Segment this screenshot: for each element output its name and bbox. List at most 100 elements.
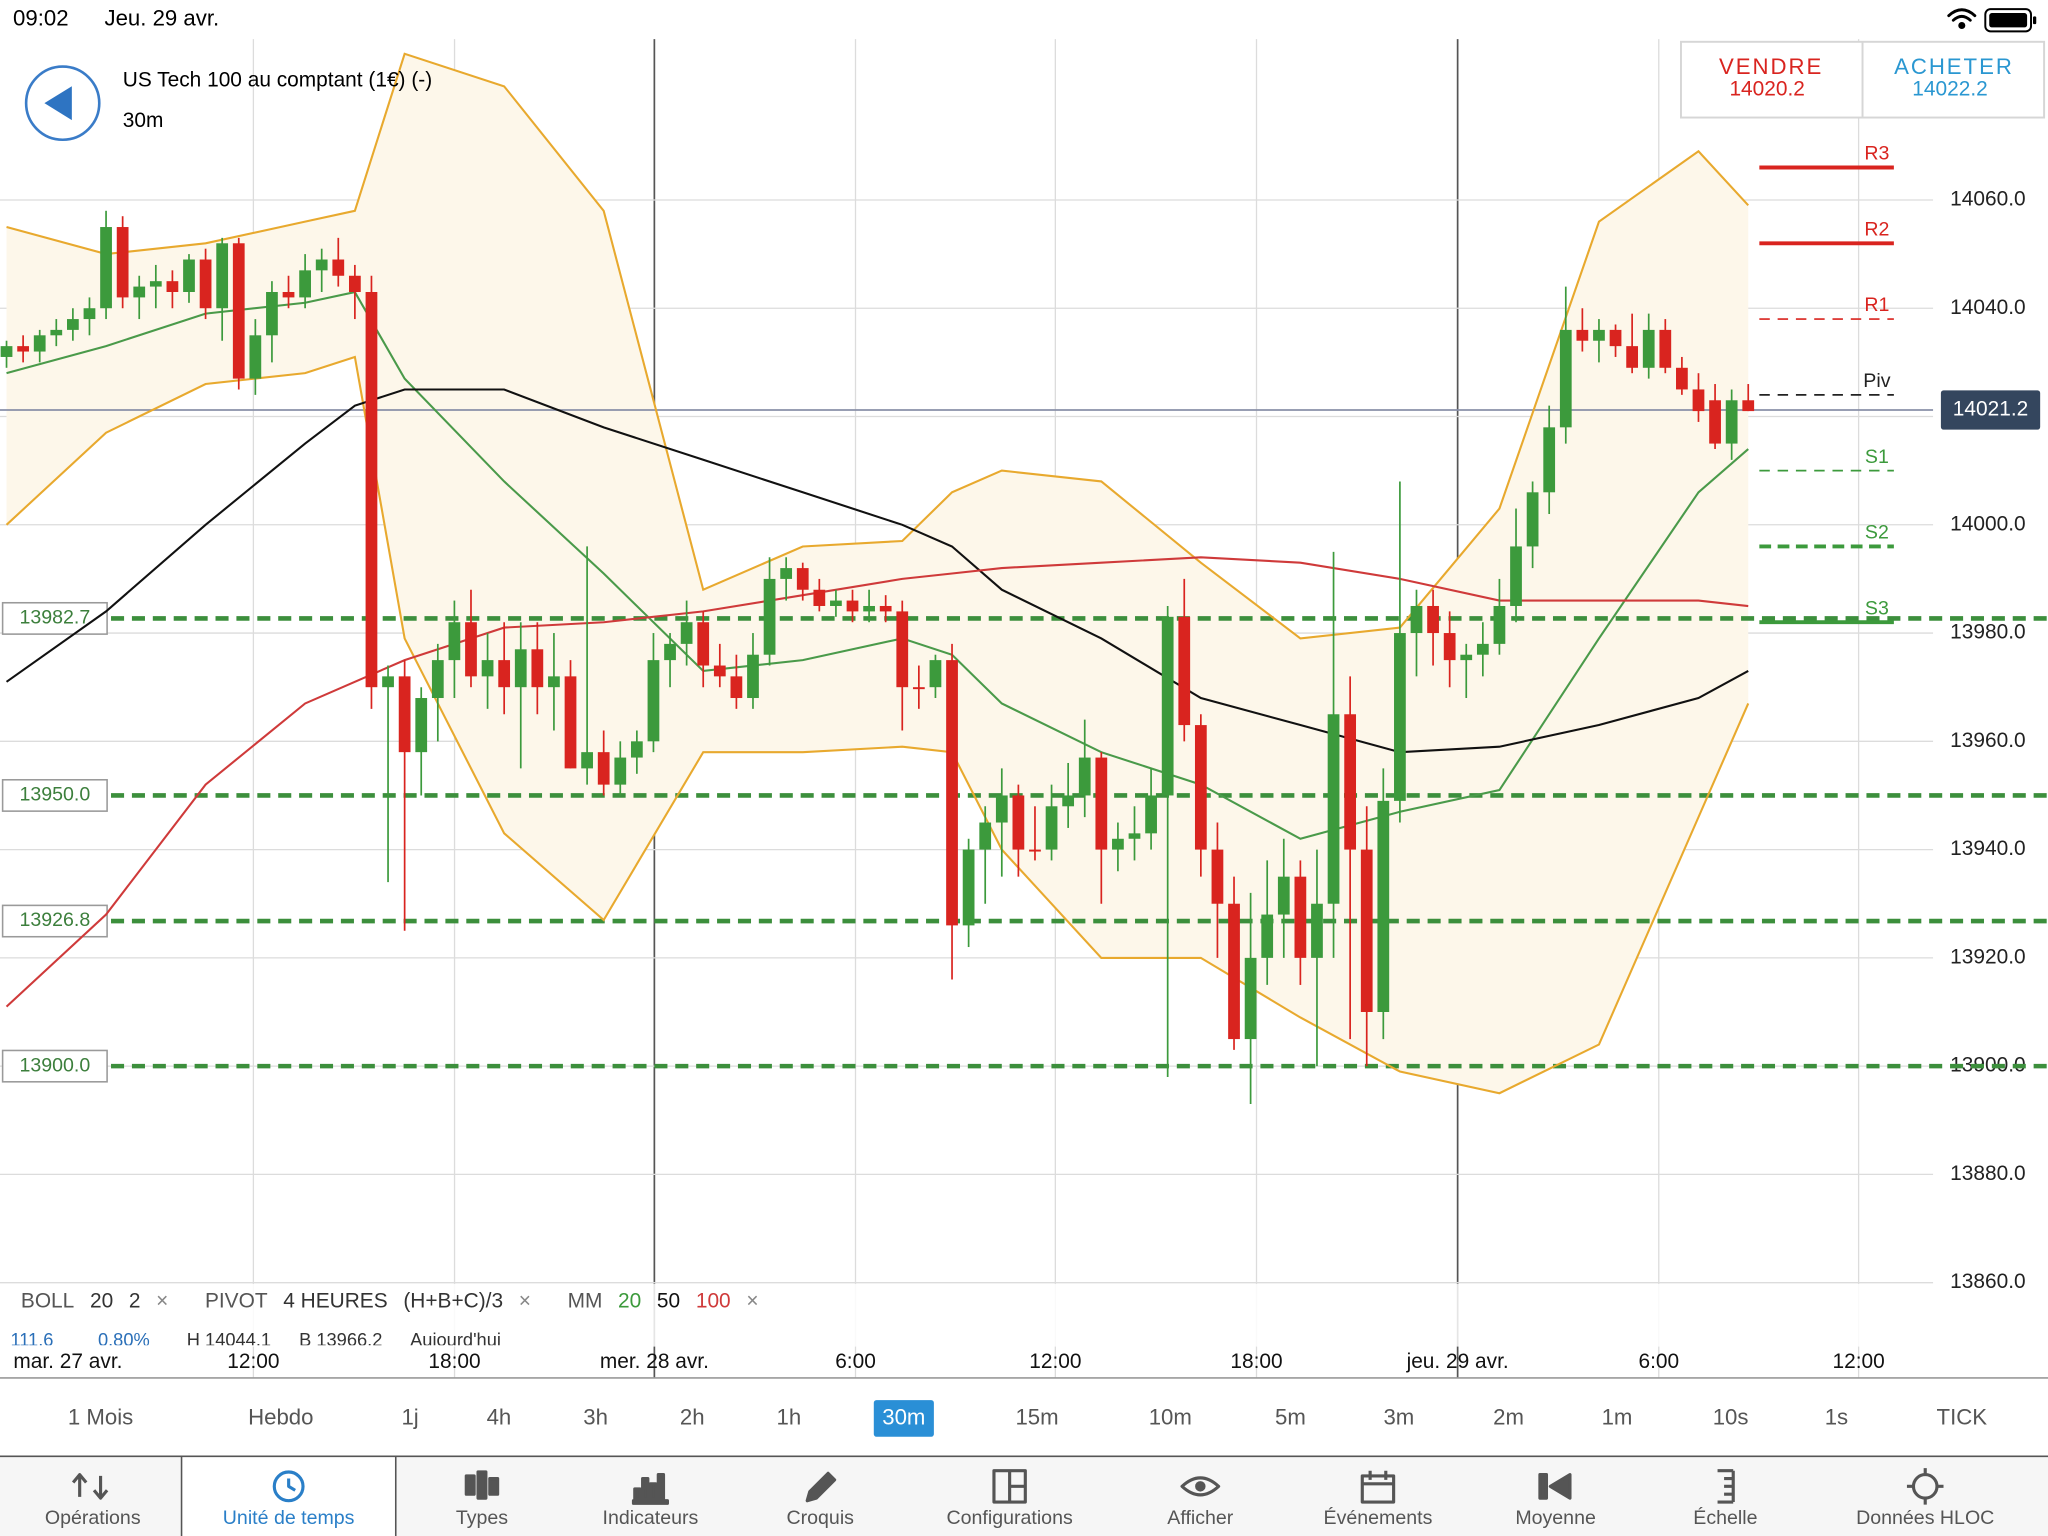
candle-body <box>1709 400 1721 444</box>
y-tick-label: 14060.0 <box>1950 187 2025 210</box>
pivot-label: R3 <box>1864 143 1889 165</box>
candle-body <box>962 849 975 926</box>
tool-item[interactable]: Types <box>456 1507 508 1529</box>
timeframe-item[interactable]: TICK <box>1937 1404 1988 1429</box>
candle-body <box>266 291 278 336</box>
info-value: 111.6 <box>10 1329 53 1350</box>
timeframe-item[interactable]: 10m <box>1149 1404 1192 1429</box>
icon-shape <box>71 1473 109 1500</box>
tool-item[interactable]: Échelle <box>1693 1506 1757 1529</box>
buy-price[interactable]: 14022.2 <box>1912 78 1987 101</box>
tool-item[interactable]: Afficher <box>1167 1507 1233 1529</box>
candle-body <box>531 649 544 688</box>
icon-shape <box>1911 1473 1939 1500</box>
candle-body <box>1427 605 1439 634</box>
x-tick-label: 6:00 <box>835 1350 876 1373</box>
timeframe-item[interactable]: 1s <box>1825 1404 1848 1429</box>
timeframe-item[interactable]: 3m <box>1383 1404 1414 1429</box>
y-tick-label: 13900.0 <box>1950 1054 2025 1077</box>
timeframe-item[interactable]: 15m <box>1015 1404 1058 1429</box>
tool-item[interactable]: Données HLOC <box>1856 1507 1994 1529</box>
candle-body <box>183 259 195 292</box>
tool-icon <box>805 1471 837 1503</box>
tool-item[interactable]: Événements <box>1324 1506 1433 1529</box>
sell-button[interactable]: VENDRE 14020.2 <box>1719 54 1823 101</box>
timeframe-item[interactable]: Hebdo <box>248 1404 313 1429</box>
y-tick-label: 13860.0 <box>1950 1270 2025 1293</box>
candle-body <box>1410 605 1423 634</box>
pivot-label: S3 <box>1865 597 1889 619</box>
candle-body <box>1443 633 1456 661</box>
tool-item[interactable]: Configurations <box>947 1507 1073 1529</box>
quote-box <box>1680 40 2046 119</box>
remove-indicator[interactable]: × <box>519 1290 531 1313</box>
y-tick-label: 14040.0 <box>1950 296 2025 319</box>
candle-body <box>348 275 361 292</box>
y-tick-label: 13980.0 <box>1950 621 2025 644</box>
y-tick-label: 13880.0 <box>1950 1162 2025 1185</box>
level-label-box <box>1 601 108 635</box>
tool-selected <box>181 1455 396 1536</box>
candle-body <box>1112 838 1124 850</box>
candle-body <box>33 335 46 352</box>
candle-body <box>1244 957 1257 1040</box>
back-button[interactable] <box>24 65 101 142</box>
candle-body <box>979 822 992 850</box>
pivot-label: R2 <box>1864 218 1889 240</box>
remove-indicator[interactable]: × <box>156 1290 168 1313</box>
candle-body <box>1476 643 1489 655</box>
tool-item[interactable]: Croquis <box>787 1507 855 1529</box>
timeframe-item[interactable]: 1m <box>1602 1404 1633 1429</box>
x-tick-label: mer. 28 avr. <box>600 1350 709 1373</box>
pivot-label: S1 <box>1865 446 1889 468</box>
candle-body <box>1078 757 1091 796</box>
timeframe-item[interactable]: 2m <box>1493 1404 1524 1429</box>
candle-body <box>581 752 593 769</box>
timeframe-item[interactable]: 1j <box>401 1404 418 1429</box>
sell-label[interactable]: VENDRE <box>1719 54 1823 79</box>
x-tick-label: 18:00 <box>1230 1350 1282 1373</box>
candle-body <box>912 687 925 690</box>
tool-icon <box>1717 1469 1735 1504</box>
candle-body <box>67 319 79 330</box>
pivot-label: Piv <box>1863 370 1890 392</box>
candle-body <box>382 676 394 688</box>
current-price-label: 14021.2 <box>1953 398 2028 421</box>
indicator-line <box>5 388 1749 754</box>
candle-body <box>763 578 776 655</box>
candle-body <box>199 259 212 309</box>
timeframe-item[interactable]: 2h <box>680 1404 705 1429</box>
timeframe-item[interactable]: 30m <box>882 1404 925 1429</box>
remove-indicator[interactable]: × <box>746 1290 758 1313</box>
timeframe-item[interactable]: 10s <box>1713 1404 1749 1429</box>
buy-button[interactable]: ACHETER 14022.2 <box>1894 54 2014 101</box>
candle-body <box>879 605 892 612</box>
tool-item[interactable]: Unité de temps <box>223 1507 355 1529</box>
tool-item[interactable]: Indicateurs <box>603 1507 699 1529</box>
x-tick-label: mar. 27 avr. <box>13 1350 122 1373</box>
info-line: 111.6 0.80% H 14044.1 B 13966.2 Aujourd'hui <box>10 1329 501 1350</box>
icon-shape <box>464 1470 500 1500</box>
timeframe-item[interactable]: 5m <box>1275 1404 1306 1429</box>
tool-item[interactable]: Moyenne <box>1515 1507 1596 1529</box>
candle-body <box>1659 329 1672 368</box>
candle-body <box>813 589 826 606</box>
sell-price[interactable]: 14020.2 <box>1729 78 1804 101</box>
indicator-name: PIVOT <box>205 1290 268 1313</box>
tool-item[interactable]: Opérations <box>45 1507 141 1529</box>
candle-body <box>116 227 129 298</box>
candle-body <box>315 259 328 271</box>
indicator-line <box>5 556 1749 1008</box>
candle-body <box>713 665 726 677</box>
timeframe-item[interactable]: 1h <box>777 1404 802 1429</box>
timeframe-item[interactable]: 3h <box>583 1404 608 1429</box>
timeframe-item[interactable]: 1 Mois <box>68 1404 133 1429</box>
buy-label[interactable]: ACHETER <box>1894 54 2014 79</box>
timeframe-item[interactable]: 4h <box>487 1404 512 1429</box>
candle-body <box>1526 492 1539 547</box>
candle-body <box>100 227 112 309</box>
timeframe-label: 30m <box>123 109 164 132</box>
candle-body <box>647 660 660 742</box>
